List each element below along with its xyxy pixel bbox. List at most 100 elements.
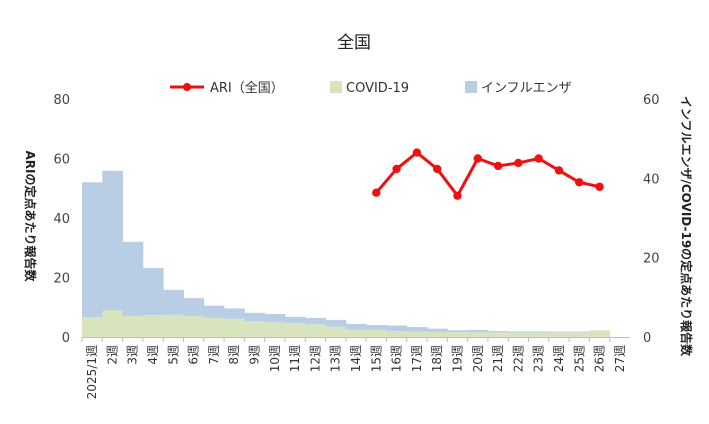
- ari-point: [432, 164, 442, 174]
- influenza-bar: [203, 305, 225, 318]
- covid-bar: [102, 310, 123, 337]
- x-tick-label: 16週: [390, 345, 404, 372]
- right-y-tick: 20: [643, 252, 660, 267]
- x-tick-label: 19週: [450, 345, 464, 372]
- influenza-bar: [528, 331, 550, 333]
- influenza-bar: [102, 170, 123, 311]
- x-tick-label: 11週: [288, 345, 302, 372]
- covid-bar: [366, 329, 387, 337]
- x-tick-label: 21週: [491, 345, 505, 372]
- chart-title: 全国: [337, 33, 371, 53]
- left-y-tick: 60: [53, 153, 70, 168]
- influenza-bar: [305, 317, 326, 325]
- influenza-bar: [224, 308, 245, 319]
- ari-point: [514, 158, 523, 168]
- ari-series: [372, 148, 604, 200]
- ari-point: [554, 166, 564, 175]
- x-tick-label: 2週: [105, 345, 119, 365]
- x-tick-label: 4週: [146, 345, 160, 365]
- influenza-bar: [244, 312, 266, 322]
- x-tick-label: 9週: [248, 345, 262, 365]
- covid-bar: [305, 324, 326, 337]
- x-tick-label: 2025/1週: [85, 345, 99, 399]
- legend: ARI（全国） COVID-19 インフルエンザ: [170, 80, 572, 96]
- right-y-tick: 40: [643, 172, 660, 187]
- influenza-bar: [447, 330, 469, 333]
- covid-bar: [163, 314, 184, 337]
- influenza-bar: [406, 327, 428, 332]
- left-y-tick: 40: [53, 212, 70, 227]
- covid-bar: [82, 317, 103, 337]
- covid-bar: [508, 332, 529, 337]
- ari-point: [595, 182, 604, 191]
- x-tick-label: 17週: [410, 345, 424, 372]
- influenza-bar: [142, 267, 164, 316]
- covid-bar: [325, 326, 347, 337]
- legend-flu-swatch: [465, 81, 477, 93]
- x-ticks: 2025/1週 2週 3週 4週 5週 6週 7週 8週 9週 10週 11週 12週 13週 14週 15…: [81, 337, 627, 399]
- ari-point: [392, 164, 401, 174]
- x-tick-label: 22週: [511, 345, 525, 372]
- influenza-bar: [345, 323, 367, 330]
- influenza-bar: [467, 329, 489, 333]
- covid-bar: [589, 330, 611, 337]
- x-tick-label: 18週: [430, 345, 444, 372]
- influenza-bar: [122, 241, 144, 316]
- x-tick-label: 3週: [126, 345, 140, 365]
- covid-bar: [122, 315, 144, 337]
- covid-bar: [406, 331, 428, 337]
- covid-bar: [244, 321, 266, 337]
- influenza-bar: [264, 313, 286, 323]
- covid-bar: [264, 322, 286, 337]
- left-y-tick: 0: [62, 331, 70, 346]
- ari-point: [453, 191, 462, 200]
- covid-bar: [548, 332, 570, 337]
- x-tick-label: 10週: [268, 345, 282, 372]
- x-tick-label: 14週: [349, 345, 363, 372]
- legend-ari-marker: [183, 83, 191, 91]
- ari-point: [372, 188, 381, 197]
- covid-bar: [386, 331, 408, 337]
- influenza-bar: [427, 328, 448, 332]
- influenza-bar: [569, 331, 590, 333]
- x-tick-label: 27週: [613, 345, 627, 372]
- covid-bar: [224, 318, 245, 337]
- covid-bar: [467, 332, 489, 337]
- left-y-tick: 20: [53, 272, 70, 287]
- ari-point: [493, 161, 503, 171]
- influenza-bar: [183, 298, 205, 316]
- x-tick-label: 13週: [329, 345, 343, 372]
- influenza-bar: [366, 325, 387, 330]
- influenza-bar: [548, 331, 570, 333]
- x-tick-label: 5週: [166, 345, 180, 365]
- x-tick-label: 24週: [552, 345, 566, 372]
- ari-point: [534, 154, 543, 163]
- influenza-bar: [386, 325, 408, 332]
- influenza-bar: [508, 331, 529, 333]
- x-tick-label: 26週: [593, 345, 607, 372]
- right-axis-label: インフルエンザ/COVID-19の定点あたり報告数: [679, 96, 694, 357]
- left-y-ticks: 0 20 40 60 80: [53, 93, 70, 346]
- x-tick-label: 6週: [187, 345, 201, 365]
- influenza-bar: [487, 331, 509, 333]
- right-y-tick: 0: [643, 331, 651, 346]
- right-y-tick: 60: [643, 93, 660, 108]
- right-y-ticks: 0 20 40 60: [643, 93, 660, 346]
- influenza-bar: [284, 316, 306, 324]
- x-tick-label: 20週: [471, 345, 485, 372]
- legend-flu-label: インフルエンザ: [481, 81, 572, 96]
- covid-bar: [203, 317, 225, 337]
- legend-covid-label: COVID-19: [346, 81, 409, 96]
- ari-line: [375, 151, 600, 198]
- ari-point: [473, 154, 482, 163]
- left-y-tick: 80: [53, 93, 70, 108]
- covid-bar: [142, 315, 164, 337]
- influenza-bar: [325, 319, 347, 327]
- left-axis-label: ARIの定点あたり報告数: [23, 151, 38, 283]
- covid-bar: [447, 332, 469, 337]
- x-tick-label: 23週: [532, 345, 546, 372]
- covid-bar: [487, 332, 509, 337]
- influenza-bar: [82, 182, 103, 318]
- x-tick-label: 7週: [207, 345, 221, 365]
